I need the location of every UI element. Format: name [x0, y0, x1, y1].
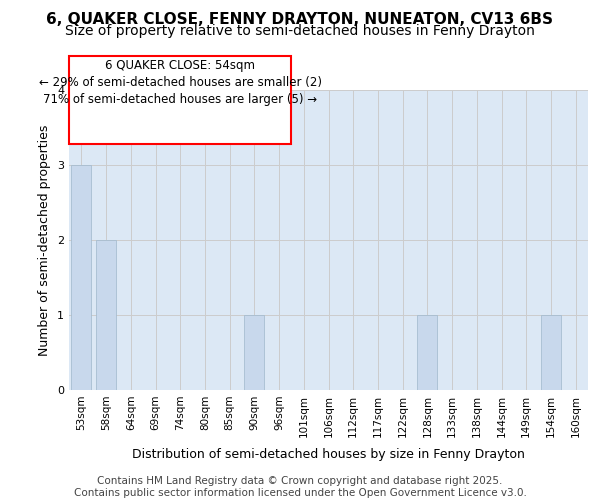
Bar [418, 315, 437, 390]
FancyBboxPatch shape [69, 56, 292, 144]
Text: 6, QUAKER CLOSE, FENNY DRAYTON, NUNEATON, CV13 6BS: 6, QUAKER CLOSE, FENNY DRAYTON, NUNEATON… [47, 12, 554, 28]
Bar [244, 315, 264, 390]
Text: Size of property relative to semi-detached houses in Fenny Drayton: Size of property relative to semi-detach… [65, 24, 535, 38]
Bar [71, 165, 91, 390]
Y-axis label: Number of semi-detached properties: Number of semi-detached properties [38, 124, 52, 356]
Text: Contains HM Land Registry data © Crown copyright and database right 2025.
Contai: Contains HM Land Registry data © Crown c… [74, 476, 526, 498]
Bar [96, 240, 116, 390]
Bar [541, 315, 561, 390]
Text: 6 QUAKER CLOSE: 54sqm
← 29% of semi-detached houses are smaller (2)
71% of semi-: 6 QUAKER CLOSE: 54sqm ← 29% of semi-deta… [39, 59, 322, 106]
X-axis label: Distribution of semi-detached houses by size in Fenny Drayton: Distribution of semi-detached houses by … [132, 448, 525, 461]
